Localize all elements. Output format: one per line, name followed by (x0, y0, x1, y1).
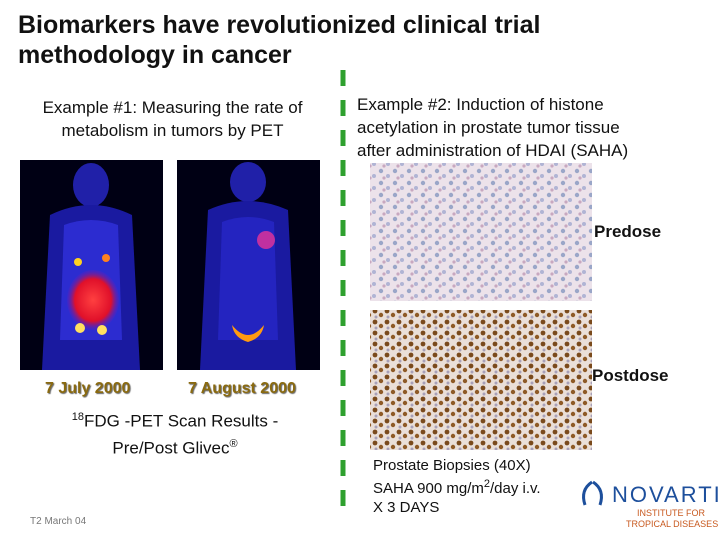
caption-line: SAHA 900 mg/m2/day i.v. (373, 475, 541, 498)
right-caption: Prostate Biopsies (40X) SAHA 900 mg/m2/d… (373, 456, 541, 517)
caption-text: SAHA 900 mg/m (373, 480, 484, 497)
histology-postdose (370, 310, 592, 450)
left-caption: 18FDG -PET Scan Results - Pre/Post Glive… (20, 406, 330, 459)
heading-line: acetylation in prostate tumor tissue (357, 118, 620, 137)
logo-subtitle: INSTITUTE FOR TROPICAL DISEASES (626, 508, 719, 530)
caption-line: Prostate Biopsies (40X) (373, 457, 531, 474)
image-label: Predose (594, 222, 662, 241)
caption-text: Pre/Post Glivec (112, 438, 230, 458)
pet-image-1 (20, 160, 163, 370)
title: Biomarkers have revolutionized clinical … (18, 10, 540, 70)
superscript: 2 (483, 478, 491, 490)
image-label: Postdose (592, 366, 669, 385)
caption-line: Pre/Post Glivec® (20, 433, 330, 460)
left-heading: Example #1: Measuring the rate of metabol… (15, 96, 330, 142)
image-label: 7 July 2000 (45, 380, 131, 397)
footer: T2 March 04 (30, 516, 87, 527)
heading-line: after administration of HDAI (SAHA) (357, 141, 629, 160)
caption-text: FDG -PET Scan Results - (83, 411, 279, 431)
logo-name: NOVARTIS (612, 482, 720, 507)
title-line: methodology in cancer (18, 41, 292, 69)
heading-line: Example #2: Induction of histone (357, 95, 604, 114)
caption-line: 18FDG -PET Scan Results - (20, 406, 330, 433)
logo-line: TROPICAL DISEASES (626, 519, 719, 529)
caption-line: X 3 DAYS (373, 499, 440, 516)
heading-line: Example #1: Measuring the rate of (42, 98, 303, 117)
image-label: 7 August 2000 (188, 380, 296, 397)
superscript: 18 (71, 411, 84, 423)
heading-line: metabolism in tumors by PET (61, 121, 284, 140)
logo-icon (582, 480, 603, 506)
histology-predose (370, 163, 592, 301)
caption-text: /day i.v. (490, 480, 541, 497)
title-line: Biomarkers have revolutionized clinical … (18, 11, 541, 39)
right-heading: Example #2: Induction of histone acetylat… (357, 93, 628, 162)
logo-line: INSTITUTE FOR (637, 508, 705, 518)
pet-image-2 (177, 160, 320, 370)
superscript: ® (229, 437, 238, 450)
